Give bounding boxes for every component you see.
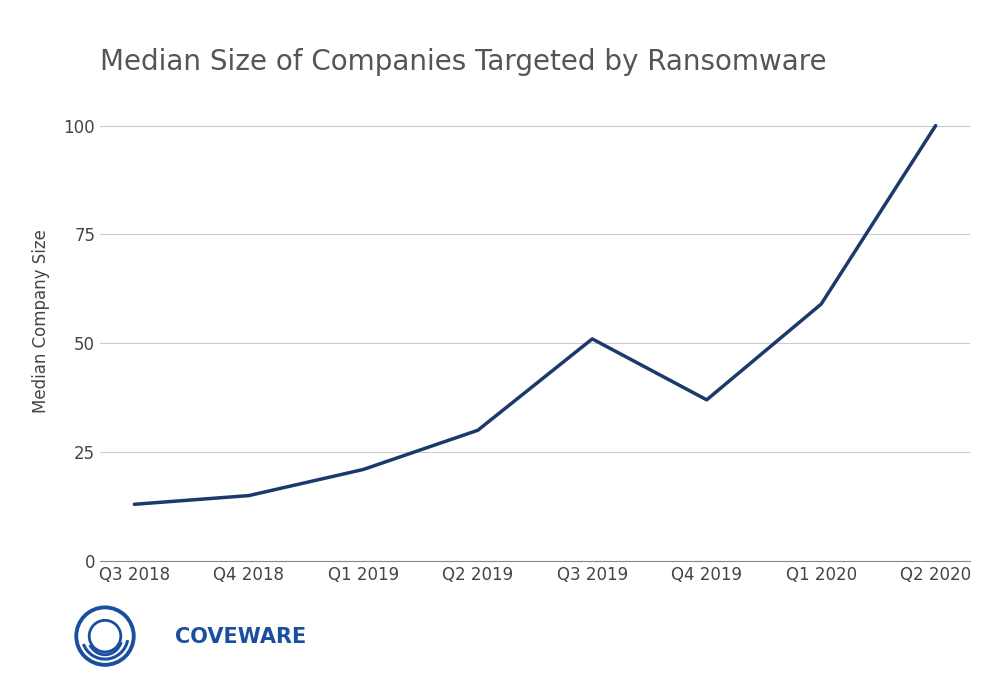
Circle shape xyxy=(89,620,121,652)
Y-axis label: Median Company Size: Median Company Size xyxy=(32,230,50,413)
Text: COVEWARE: COVEWARE xyxy=(175,627,306,648)
Text: Median Size of Companies Targeted by Ransomware: Median Size of Companies Targeted by Ran… xyxy=(100,48,827,76)
